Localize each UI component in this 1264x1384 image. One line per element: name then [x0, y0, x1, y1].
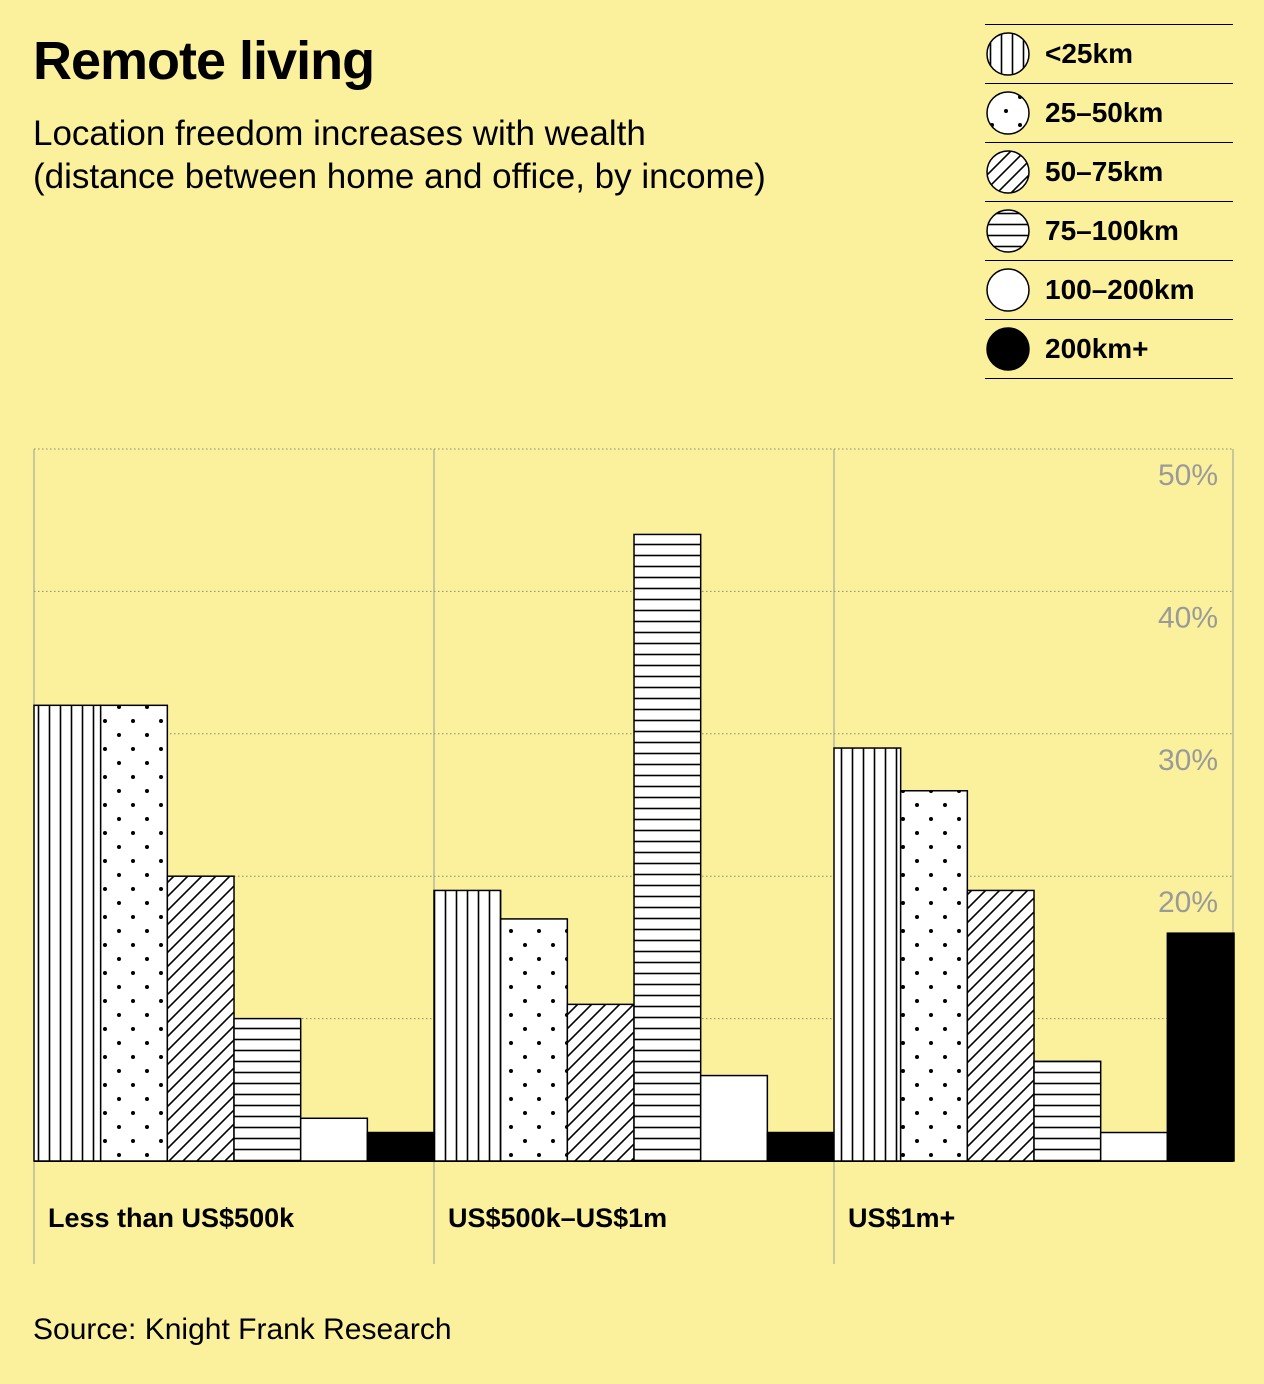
legend-swatch — [986, 91, 1030, 135]
y-tick-label: 20% — [1158, 886, 1218, 919]
source-note: Source: Knight Frank Research — [33, 1313, 452, 1346]
bar-us-1m-50-75km — [966, 889, 1035, 1162]
legend-label: 25–50km — [1045, 97, 1164, 128]
legend-label: 50–75km — [1045, 156, 1164, 187]
subtitle-line-2: (distance between home and office, by in… — [33, 157, 766, 196]
bar-us-500k-us-1m-25-50km — [499, 918, 569, 1162]
legend-label: 100–200km — [1045, 274, 1195, 305]
y-tick-label: 30% — [1158, 744, 1218, 777]
legend-swatch-circle — [986, 32, 1030, 76]
legend-label: 200km+ — [1045, 333, 1149, 364]
legend-label: 75–100km — [1045, 215, 1179, 246]
legend-item-50-75km: 50–75km — [985, 143, 1233, 202]
category-label: US$500k–US$1m — [448, 1203, 667, 1233]
legend-item-25km: <25km — [985, 25, 1233, 84]
bar-us-1m-200km — [1166, 932, 1235, 1162]
bar-less-than-us-500k-100-200km — [299, 1117, 369, 1162]
category-label: US$1m+ — [848, 1203, 955, 1233]
bar-us-1m-25-50km — [899, 790, 969, 1162]
y-tick-label: 40% — [1158, 601, 1218, 634]
bar-us-500k-us-1m-75-100km — [633, 533, 702, 1162]
legend-swatch-circle — [986, 150, 1030, 194]
legend-swatch — [986, 209, 1030, 253]
subtitle-line-1: Location freedom increases with wealth — [33, 114, 646, 153]
bar-us-1m-100-200km — [1099, 1131, 1169, 1162]
chart-legend: <25km 25–50km 50–75km 75–100km 100–200km 200k… — [985, 24, 1233, 379]
chart-subtitle: Location freedom increases with wealth (… — [33, 112, 933, 198]
legend-swatch — [986, 268, 1030, 312]
legend-swatch-circle — [986, 91, 1030, 135]
bar-less-than-us-500k-25km — [33, 704, 102, 1162]
bar-us-1m-25km — [833, 747, 902, 1162]
legend-swatch — [986, 327, 1030, 371]
bar-us-500k-us-1m-50-75km — [566, 1003, 635, 1162]
legend-item-100-200km: 100–200km — [985, 261, 1233, 320]
bar-less-than-us-500k-75-100km — [233, 1017, 302, 1162]
bar-us-500k-us-1m-100-200km — [699, 1074, 769, 1162]
legend-swatch-circle — [986, 327, 1030, 371]
chart-title: Remote living — [33, 31, 375, 91]
legend-label: <25km — [1045, 38, 1133, 69]
category-label: Less than US$500k — [48, 1203, 295, 1233]
bar-less-than-us-500k-200km — [366, 1131, 435, 1162]
legend-item-200km: 200km+ — [985, 320, 1233, 379]
bar-us-500k-us-1m-25km — [433, 889, 502, 1162]
bar-us-500k-us-1m-200km — [766, 1131, 835, 1162]
legend-item-75-100km: 75–100km — [985, 202, 1233, 261]
bar-less-than-us-500k-50-75km — [166, 875, 235, 1162]
legend-item-25-50km: 25–50km — [985, 84, 1233, 143]
y-tick-label: 50% — [1158, 459, 1218, 492]
legend-swatch-circle — [986, 209, 1030, 253]
legend-swatch — [986, 32, 1030, 76]
legend-swatch — [986, 150, 1030, 194]
bar-us-1m-75-100km — [1033, 1060, 1102, 1162]
bar-less-than-us-500k-25-50km — [99, 704, 169, 1162]
legend-swatch-circle — [986, 268, 1030, 312]
